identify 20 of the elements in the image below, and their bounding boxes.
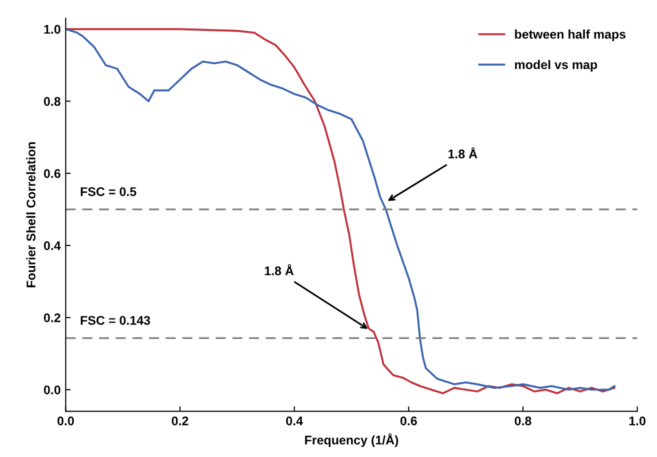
y-tick-label: 0.2 xyxy=(44,313,60,322)
y-tick-label: 1.0 xyxy=(44,24,60,34)
x-tick-label: 0.4 xyxy=(286,416,303,426)
x-tick-label: 0.8 xyxy=(514,416,532,426)
y-tick-label: 0.8 xyxy=(44,97,60,106)
x-tick-label: 0.2 xyxy=(172,416,188,426)
y-axis-title: Fourier Shell Correlation xyxy=(26,142,36,288)
annotation: 1.8 Å xyxy=(448,147,478,158)
x-tick-label: 0.6 xyxy=(400,416,417,426)
ref-line-label: FSC = 0.143 xyxy=(80,316,150,325)
x-axis-title: Frequency (1/Å) xyxy=(305,433,398,447)
ref-line-label: FSC = 0.5 xyxy=(80,187,136,196)
x-tick-label: 1.0 xyxy=(629,416,646,426)
y-tick-label: 0.4 xyxy=(44,241,61,250)
annotation: 1.8 Å xyxy=(264,264,294,276)
y-tick-label: 0.6 xyxy=(44,169,60,178)
legend-label: model vs map xyxy=(515,60,598,72)
legend-label: between half maps xyxy=(515,30,626,42)
x-tick-label: 0.0 xyxy=(58,416,74,426)
y-tick-label: 0.0 xyxy=(44,385,60,394)
